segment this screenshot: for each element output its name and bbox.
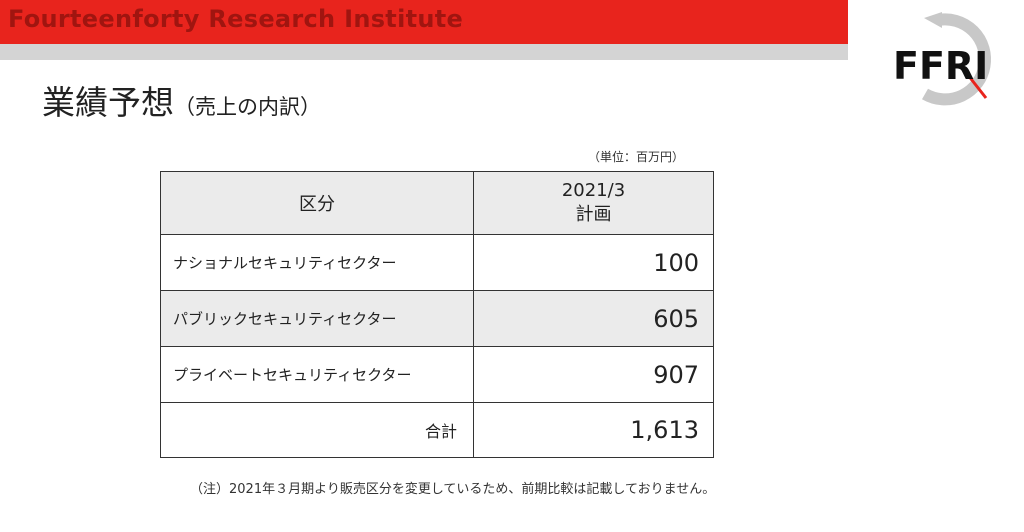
column-header-category: 区分 [160, 171, 474, 235]
total-value: 1,613 [473, 402, 714, 458]
brand-text: Fourteenforty Research Institute [8, 5, 464, 33]
row-value: 605 [473, 290, 714, 347]
table-row: プライベートセキュリティセクター 907 [160, 346, 714, 403]
row-label: パブリックセキュリティセクター [160, 290, 474, 347]
footnote: （注）2021年３月期より販売区分を変更しているため、前期比較は記載しておりませ… [190, 482, 716, 497]
logo-graphic: FFRI [893, 12, 991, 106]
row-label: ナショナルセキュリティセクター [160, 234, 474, 291]
period-plan: 計画 [575, 204, 612, 225]
row-value: 100 [473, 234, 714, 291]
logo-text: FFRI [893, 44, 988, 88]
forecast-table: 区分 2021/3 計画 ナショナルセキュリティセクター 100 パブリックセキ… [160, 171, 714, 458]
unit-note: （単位：百万円） [588, 150, 685, 164]
page-title: 業績予想（売上の内訳） [42, 76, 321, 124]
total-row: 合計 1,613 [160, 402, 714, 458]
ffri-logo: FFRI [890, 12, 1010, 112]
total-label: 合計 [160, 402, 474, 458]
row-value: 907 [473, 346, 714, 403]
page-subtitle: （売上の内訳） [174, 95, 321, 119]
period-year: 2021/3 [561, 180, 626, 201]
column-header-period: 2021/3 計画 [473, 171, 714, 235]
table-row: パブリックセキュリティセクター 605 [160, 290, 714, 347]
table-header-row: 区分 2021/3 計画 [160, 171, 714, 235]
header-band [0, 44, 848, 60]
header-bar [0, 0, 848, 44]
row-label: プライベートセキュリティセクター [160, 346, 474, 403]
table-row: ナショナルセキュリティセクター 100 [160, 234, 714, 291]
page-title-main: 業績予想 [42, 83, 174, 122]
